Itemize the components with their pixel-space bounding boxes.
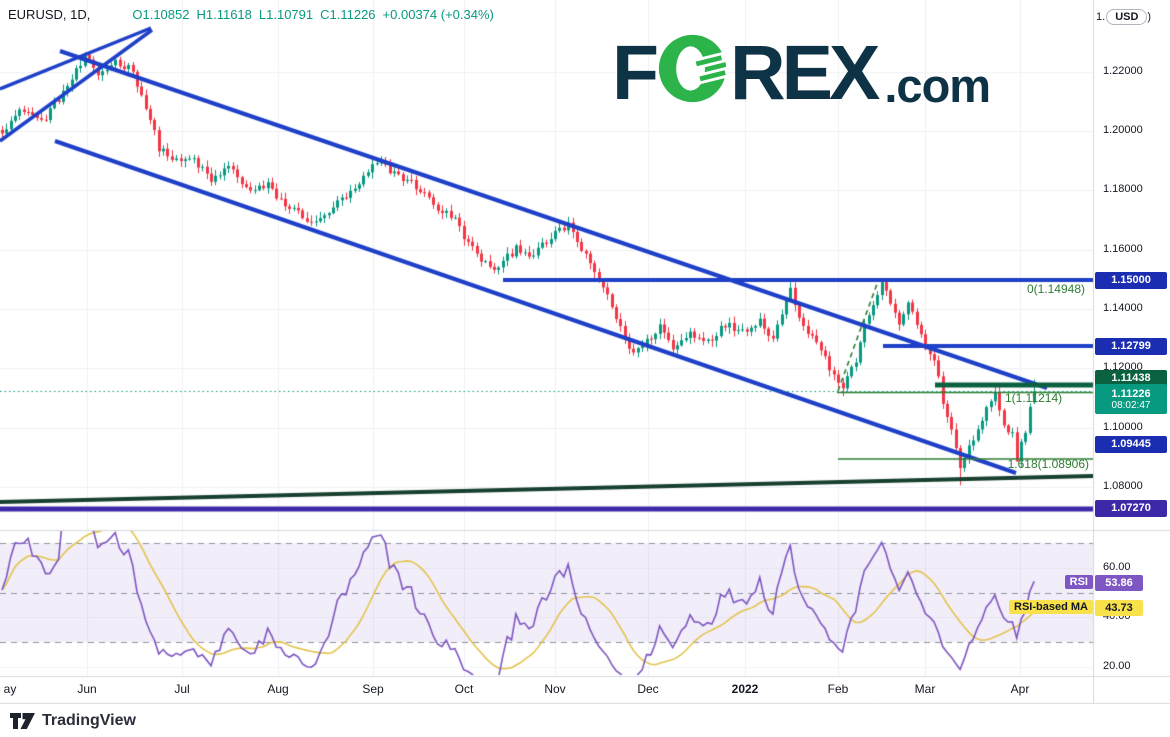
- axis-price-label: 60.00: [1103, 561, 1131, 573]
- top-right-axis-label: 1. USD ): [1096, 9, 1151, 25]
- fib-level-label: 1.618(1.08906): [1007, 457, 1089, 471]
- ohlc-close: C1.11226: [320, 7, 376, 22]
- axis-price-label: 1.16000: [1103, 243, 1143, 255]
- axis-time-label-nov: Nov: [544, 682, 566, 696]
- symbol-interval-label[interactable]: EURUSD, 1D,: [8, 7, 91, 22]
- tradingview-icon[interactable]: [10, 712, 36, 730]
- countdown-timer: 08:02:47: [1111, 399, 1151, 411]
- axis-time-label-jul: Jul: [174, 682, 190, 696]
- price-badge-1.15000: 1.15000: [1095, 271, 1167, 289]
- forex-logo-o-icon: [658, 34, 730, 103]
- axis-time-label-sep: Sep: [362, 682, 384, 696]
- price-badge-1.09445: 1.09445: [1095, 435, 1167, 453]
- axis-price-label: 20.00: [1103, 660, 1131, 672]
- price-badge-1.11226: 1.11226 08:02:47: [1095, 384, 1167, 414]
- forex-logo: F REX .com: [612, 29, 991, 116]
- axis-time-label-oct: Oct: [454, 682, 474, 696]
- axis-label-fragment-2: ): [1147, 11, 1152, 23]
- forex-logo-f: F: [612, 29, 659, 116]
- axis-price-label: 1.22000: [1103, 65, 1143, 77]
- ohlc-high: H1.11618: [196, 7, 252, 22]
- axis-time-label-ay: ay: [3, 682, 17, 696]
- axis-time-label-mar: Mar: [914, 682, 936, 696]
- axis-label-fragment: 1.: [1096, 11, 1106, 23]
- axis-price-label: 1.10000: [1103, 421, 1143, 433]
- axis-time-label-dec: Dec: [637, 682, 659, 696]
- axis-time-label-aug: Aug: [267, 682, 289, 696]
- forex-logo-com: .com: [884, 59, 991, 113]
- indicator-label-rsi-based-ma: RSI-based MA: [1009, 600, 1093, 614]
- tradingview-wordmark[interactable]: TradingView: [42, 711, 136, 729]
- axis-time-label-2022: 2022: [731, 682, 759, 696]
- price-badge-43.73: 43.73: [1095, 600, 1143, 616]
- axis-price-label: 1.08000: [1103, 480, 1143, 492]
- ohlc-low: L1.10791: [258, 7, 314, 22]
- forex-logo-rex: REX: [730, 29, 880, 116]
- axis-price-label: 1.14000: [1103, 302, 1143, 314]
- symbol-legend[interactable]: EURUSD, 1D, O1.10852 H1.11618 L1.10791 C1.11…: [8, 7, 501, 22]
- axis-time-label-apr: Apr: [1010, 682, 1030, 696]
- indicator-label-rsi: RSI: [1064, 575, 1093, 589]
- price-badge-1.11438: 1.11438: [1095, 369, 1167, 387]
- ohlc-change: +0.00374 (+0.34%): [382, 7, 494, 22]
- axis-price-label: 1.18000: [1103, 183, 1143, 195]
- fib-level-label: 1(1.11214): [1005, 391, 1063, 405]
- axis-time-label-jun: Jun: [77, 682, 97, 696]
- axis-time-label-feb: Feb: [827, 682, 849, 696]
- price-badge-1.07270: 1.07270: [1095, 499, 1167, 517]
- usd-currency-pill[interactable]: USD: [1106, 9, 1148, 25]
- bottom-toolbar: TradingView: [0, 704, 1170, 737]
- fib-level-label: 0(1.14948): [1026, 282, 1085, 296]
- price-badge-1.12799: 1.12799: [1095, 337, 1167, 355]
- ohlc-open: O1.10852: [132, 7, 190, 22]
- axis-price-label: 1.20000: [1103, 124, 1143, 136]
- price-badge-53.86: 53.86: [1095, 575, 1143, 591]
